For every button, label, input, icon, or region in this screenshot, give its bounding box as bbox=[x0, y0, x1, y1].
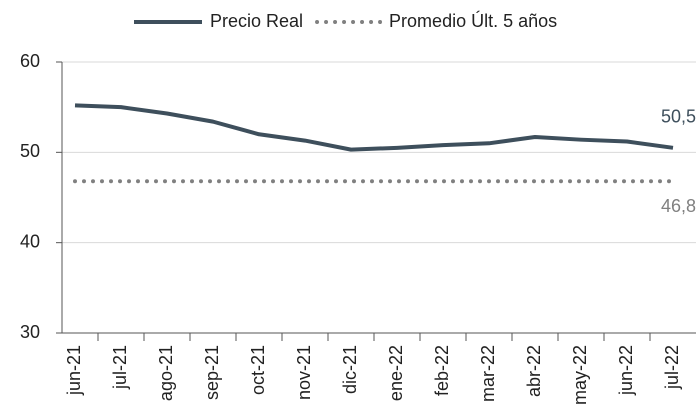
data-label: 50,5 bbox=[661, 107, 696, 127]
x-tick-label: jun-22 bbox=[616, 345, 636, 396]
x-tick-label: abr-22 bbox=[524, 345, 544, 397]
x-tick-label: may-22 bbox=[570, 345, 590, 405]
legend-label: Precio Real bbox=[210, 11, 303, 31]
x-tick-label: oct-21 bbox=[248, 345, 268, 395]
y-tick-label: 50 bbox=[20, 141, 40, 161]
x-tick-label: feb-22 bbox=[432, 345, 452, 396]
y-tick-label: 40 bbox=[20, 231, 40, 251]
x-tick-label: mar-22 bbox=[478, 345, 498, 402]
x-tick-label: jul-21 bbox=[110, 345, 130, 390]
data-label: 46,8 bbox=[661, 196, 696, 216]
x-tick-label: nov-21 bbox=[294, 345, 314, 400]
x-tick-label: dic-21 bbox=[340, 345, 360, 394]
x-tick-label: jul-22 bbox=[662, 345, 682, 390]
x-tick-label: sep-21 bbox=[202, 345, 222, 400]
x-tick-label: ene-22 bbox=[386, 345, 406, 401]
legend-label: Promedio Últ. 5 años bbox=[389, 10, 557, 31]
series-line bbox=[74, 103, 674, 152]
y-tick-label: 60 bbox=[20, 51, 40, 71]
x-tick-label: jun-21 bbox=[64, 345, 84, 396]
y-tick-label: 30 bbox=[20, 322, 40, 342]
x-tick-label: ago-21 bbox=[156, 345, 176, 401]
